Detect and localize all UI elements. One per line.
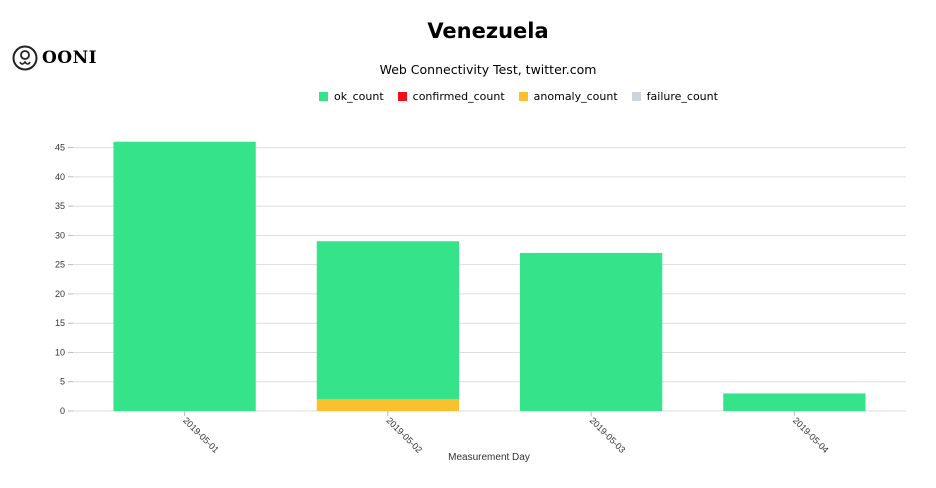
bar-ok_count-2019-05-01[interactable] bbox=[113, 141, 256, 412]
legend-label-confirmed: confirmed_count bbox=[412, 90, 505, 103]
y-tick-label: 0 bbox=[60, 406, 65, 416]
chart-legend: ok_count confirmed_count anomaly_count f… bbox=[319, 90, 718, 103]
chart-subtitle: Web Connectivity Test, twitter.com bbox=[379, 62, 597, 77]
y-tick-label: 10 bbox=[55, 347, 65, 357]
legend-label-ok: ok_count bbox=[334, 90, 384, 103]
y-tick-label: 40 bbox=[55, 172, 65, 182]
chart-title: Venezuela bbox=[427, 19, 549, 43]
bar-anomaly_count-2019-05-02[interactable] bbox=[316, 399, 460, 411]
legend-label-anomaly: anomaly_count bbox=[533, 90, 618, 103]
x-axis-ticks: 2019-05-01 2019-05-02 2019-05-03 2019-05-04 bbox=[181, 411, 831, 455]
bar-ok_count-2019-05-04[interactable] bbox=[723, 393, 866, 411]
legend-item-failure[interactable]: failure_count bbox=[631, 90, 718, 103]
x-tick-label: 2019-05-01 bbox=[181, 415, 221, 455]
y-tick-label: 15 bbox=[55, 318, 65, 328]
legend-swatch-failure bbox=[631, 92, 641, 101]
y-tick-label: 45 bbox=[55, 143, 65, 153]
legend-label-failure: failure_count bbox=[646, 90, 718, 103]
y-axis-ticks: 0 5 10 15 20 25 30 35 40 45 bbox=[55, 143, 73, 416]
x-axis-label: Measurement Day bbox=[448, 452, 530, 463]
legend-item-ok[interactable]: ok_count bbox=[319, 90, 384, 103]
legend-swatch-ok bbox=[319, 92, 328, 101]
y-tick-label: 5 bbox=[60, 377, 65, 387]
legend-swatch-anomaly bbox=[518, 92, 528, 101]
x-tick-label: 2019-05-04 bbox=[791, 415, 831, 455]
legend-swatch-confirmed bbox=[397, 92, 407, 101]
bars bbox=[113, 141, 866, 412]
bar-ok_count-2019-05-02[interactable] bbox=[316, 241, 460, 400]
x-tick-label: 2019-05-03 bbox=[588, 415, 628, 455]
ooni-logo: OONI bbox=[12, 45, 97, 71]
octopus-icon bbox=[12, 45, 38, 71]
x-tick-label: 2019-05-02 bbox=[384, 415, 424, 455]
y-tick-label: 30 bbox=[55, 230, 65, 240]
legend-item-anomaly[interactable]: anomaly_count bbox=[518, 90, 618, 103]
y-tick-label: 35 bbox=[55, 201, 65, 211]
logo-text: OONI bbox=[42, 48, 98, 68]
legend-item-confirmed[interactable]: confirmed_count bbox=[397, 90, 505, 103]
y-tick-label: 25 bbox=[55, 260, 65, 270]
bar-ok_count-2019-05-03[interactable] bbox=[519, 252, 663, 411]
y-tick-label: 20 bbox=[55, 289, 65, 299]
